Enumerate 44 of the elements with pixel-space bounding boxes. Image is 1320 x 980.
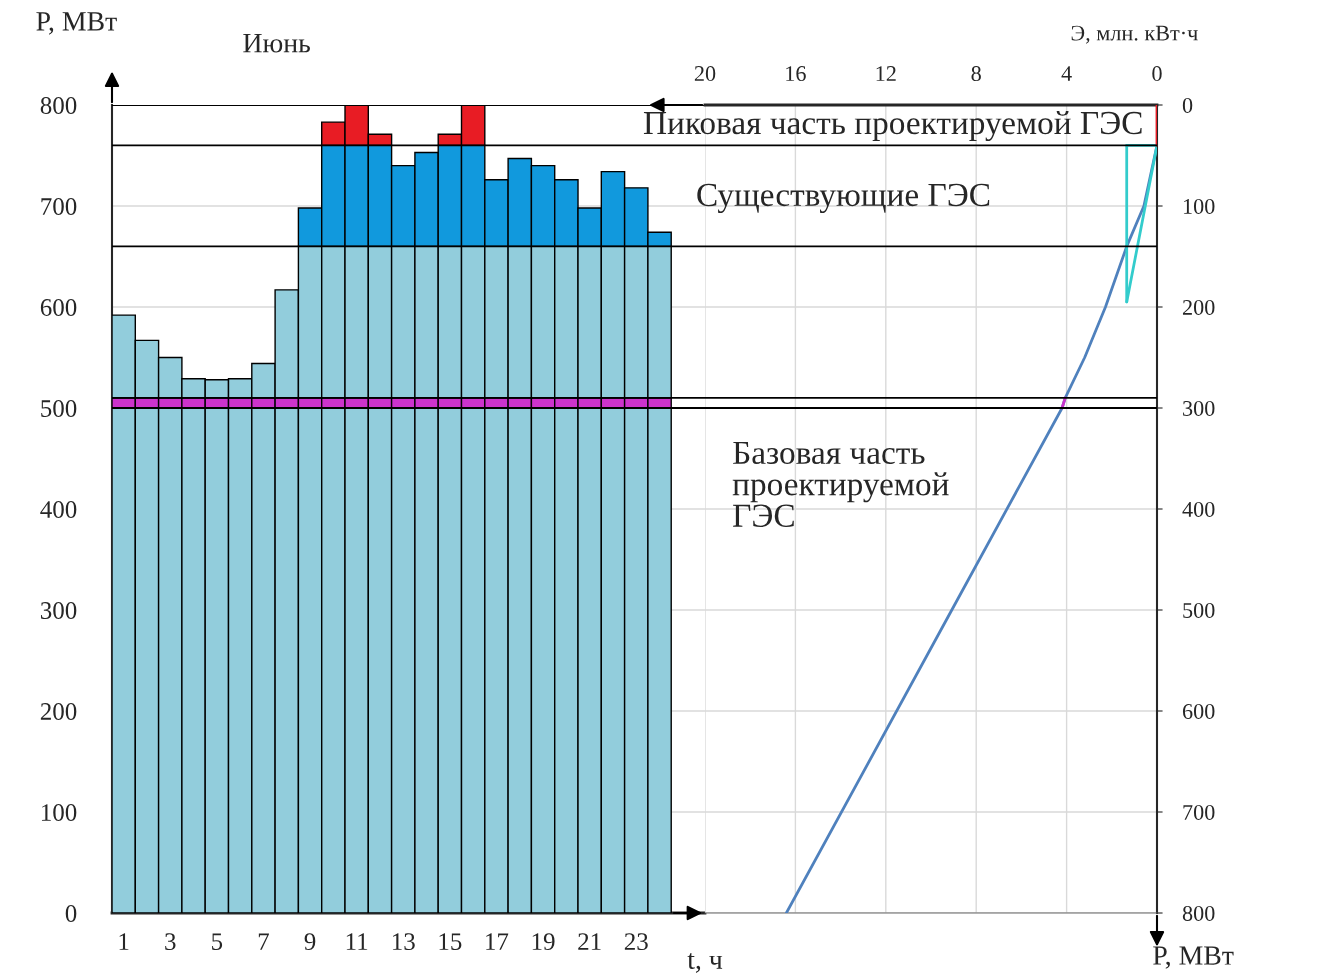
x-tick-label: 5 <box>212 933 223 951</box>
x-tick-label: 3 <box>165 933 176 951</box>
x-tick-label: 1 <box>119 933 129 950</box>
y-tick-label: 800 <box>40 97 77 114</box>
y-tick-label: 700 <box>41 198 77 215</box>
y-tick-label: 500 <box>1183 602 1215 618</box>
chart-title: Июнь <box>243 34 310 53</box>
x-tick-label: 20 <box>694 66 716 82</box>
x-axis-title: Э, млн. кВт·ч <box>1071 25 1198 44</box>
y-tick-label: 200 <box>1182 299 1215 315</box>
x-tick-label: 23 <box>624 933 648 951</box>
x-tick-label: 4 <box>1061 66 1072 81</box>
y-axis-title: P, МВт <box>1153 946 1234 969</box>
y-tick-label: 800 <box>1182 905 1215 921</box>
annotation: Пиковая часть проектируемой ГЭС <box>643 111 1142 142</box>
y-tick-label: 400 <box>40 501 77 518</box>
x-tick-label: 13 <box>392 933 415 951</box>
x-tick-label: 11 <box>346 933 368 950</box>
y-tick-label: 300 <box>40 602 77 619</box>
y-tick-label: 100 <box>1183 198 1215 214</box>
y-tick-label: 500 <box>41 400 77 417</box>
x-axis-title: t, ч <box>687 953 723 973</box>
y-tick-label: 300 <box>1183 400 1215 416</box>
y-tick-label: 200 <box>40 703 77 720</box>
x-tick-label: 8 <box>971 66 981 82</box>
y-tick-label: 100 <box>41 804 77 821</box>
x-tick-label: 17 <box>486 933 509 950</box>
x-tick-label: 9 <box>304 933 316 951</box>
annotation: Существующие ГЭС <box>697 183 990 214</box>
x-tick-label: 15 <box>439 933 462 951</box>
y-tick-label: 0 <box>65 905 77 922</box>
x-tick-label: 7 <box>258 933 269 950</box>
y-tick-label: 700 <box>1183 804 1215 820</box>
y-tick-label: 400 <box>1182 501 1215 517</box>
x-tick-label: 21 <box>578 933 601 950</box>
y-tick-label: 600 <box>1182 703 1215 719</box>
x-tick-label: 0 <box>1152 66 1162 82</box>
x-tick-label: 19 <box>532 933 555 951</box>
y-axis-title: P, МВт <box>36 12 117 35</box>
x-tick-label: 12 <box>876 66 896 81</box>
annotation: Базовая часть проектируемой ГЭС <box>732 441 949 527</box>
y-tick-label: 0 <box>1182 97 1193 113</box>
x-tick-label: 16 <box>786 66 806 82</box>
y-tick-label: 600 <box>40 299 77 316</box>
